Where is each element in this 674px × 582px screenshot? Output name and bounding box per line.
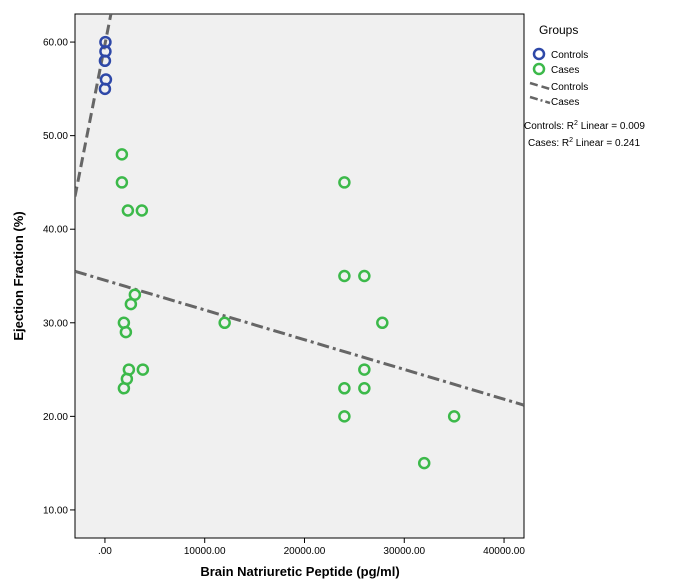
y-tick-label: 50.00	[43, 131, 68, 142]
point-cases-11	[117, 382, 131, 395]
x-tick-label: 20000.00	[284, 546, 326, 557]
point-cases-2	[121, 204, 135, 217]
legend-line-cases	[529, 95, 551, 105]
x-axis-ticks: .00 10000.00 20000.00 30000.00 40000.00	[98, 538, 525, 557]
y-axis-ticks: 10.00 20.00 30.00 40.00 50.00 60.00	[43, 38, 75, 516]
point-cases-5	[124, 297, 138, 311]
point-cases-13	[338, 176, 351, 189]
legend-marker-cases	[532, 62, 546, 76]
legend-label-controls-fit: Controls	[551, 82, 588, 93]
y-tick-label: 40.00	[43, 225, 68, 236]
point-cases-1	[115, 176, 129, 189]
point-cases-9	[136, 363, 150, 376]
y-tick-label: 20.00	[43, 412, 68, 423]
plot-background	[74, 13, 525, 539]
legend: Groups Controls Cases Controls Cases Con…	[524, 23, 645, 149]
data-points	[98, 35, 461, 470]
point-cases-7	[119, 325, 133, 339]
point-cases-3	[135, 204, 149, 217]
point-cases-19	[358, 382, 371, 395]
x-tick-label: 10000.00	[184, 546, 226, 557]
point-cases-20	[338, 410, 351, 423]
legend-label-cases: Cases	[551, 65, 579, 76]
point-cases-0	[115, 148, 129, 161]
y-tick-label: 30.00	[43, 318, 68, 329]
point-cases-18	[338, 382, 351, 395]
fit-line-controls	[75, 14, 113, 197]
fit-line-cases	[75, 269, 524, 407]
x-axis-title: Brain Natriuretic Peptide (pg/ml)	[200, 564, 399, 579]
point-cases-17	[358, 363, 371, 376]
legend-label-controls: Controls	[551, 50, 588, 61]
point-controls-4	[98, 82, 112, 96]
point-cases-22	[417, 456, 431, 470]
point-cases-15	[358, 269, 371, 283]
point-cases-14	[338, 269, 351, 283]
r2-controls: Controls: R2 Linear = 0.009	[524, 120, 645, 132]
point-cases-21	[447, 410, 461, 423]
point-cases-16	[376, 316, 389, 330]
point-cases-12	[218, 316, 231, 330]
y-tick-label: 10.00	[43, 505, 68, 516]
legend-title: Groups	[539, 23, 578, 37]
legend-marker-controls	[532, 47, 546, 61]
legend-line-controls	[529, 81, 551, 91]
y-axis-title: Ejection Fraction (%)	[11, 211, 26, 340]
legend-label-cases-fit: Cases	[551, 97, 579, 108]
r2-cases: Cases: R2 Linear = 0.241	[528, 137, 640, 149]
x-tick-label: 30000.00	[383, 546, 425, 557]
x-tick-label: 40000.00	[483, 546, 525, 557]
x-tick-label: .00	[98, 546, 112, 557]
point-controls-2	[98, 54, 112, 68]
fit-lines	[75, 14, 524, 407]
y-tick-label: 60.00	[43, 38, 68, 49]
